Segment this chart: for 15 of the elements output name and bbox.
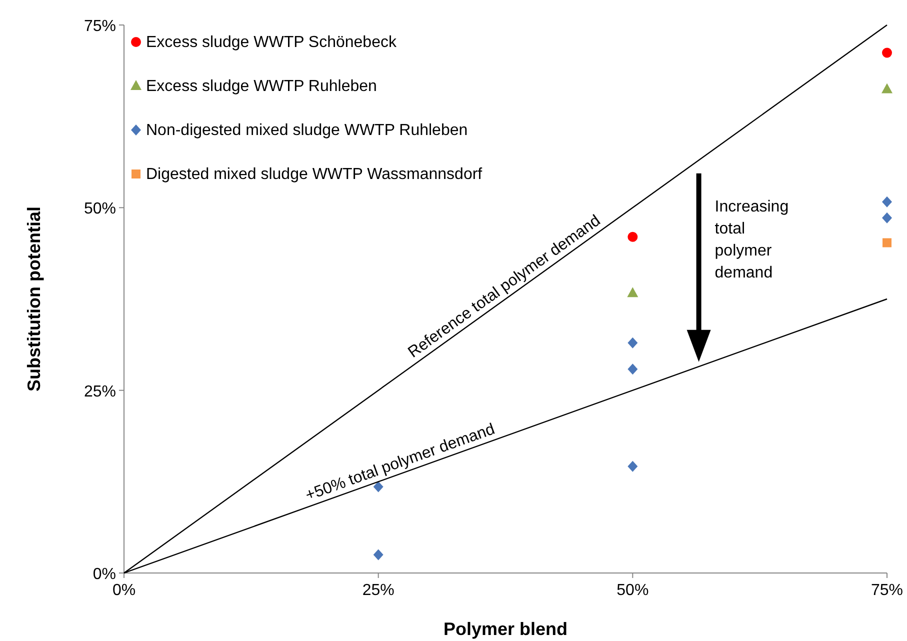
legend-label: Excess sludge WWTP Ruhleben <box>146 78 377 95</box>
y-tick-label: 0% <box>92 566 116 583</box>
y-tick-label: 50% <box>84 200 116 218</box>
x-tick-label: 75% <box>870 582 904 599</box>
legend-label: Non-digested mixed sludge WWTP Ruhleben <box>146 122 468 139</box>
legend-label: Excess sludge WWTP Schönebeck <box>146 34 398 51</box>
y-tick-label: 25% <box>84 383 116 400</box>
annotation: Increasing total polymer demand <box>714 198 789 282</box>
x-tick-label: 0% <box>112 582 136 599</box>
y-tick-label: 75% <box>84 18 116 35</box>
x-axis-title: Polymer blend <box>443 619 568 639</box>
legend-label: Digested mixed sludge WWTP Wassmannsdorf <box>146 166 483 183</box>
x-tick-label: 25% <box>362 582 394 599</box>
x-tick-label: 50% <box>616 582 649 599</box>
y-axis-title: Substitution potential <box>24 206 44 392</box>
